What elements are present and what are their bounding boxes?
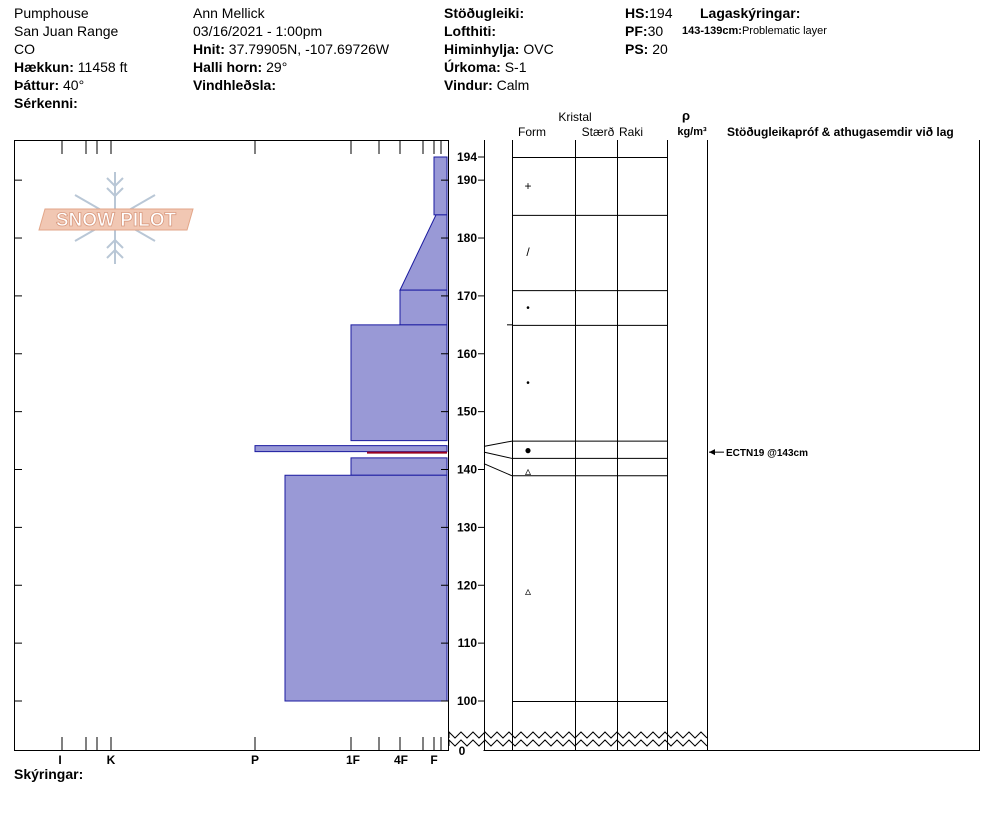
wind: Calm — [496, 77, 530, 93]
axis-break — [448, 738, 708, 747]
grain-form-symbol: ▵ — [525, 584, 531, 598]
sky-label: Himinhylja: — [444, 41, 520, 57]
grain-form-symbol: / — [526, 245, 530, 259]
stability-test-arrowhead — [709, 449, 715, 456]
aspect: 40° — [63, 77, 85, 93]
ps-label: PS: — [625, 41, 649, 57]
coords: 37.79905N, -107.69726W — [228, 41, 390, 57]
hardness-tick-label: K — [107, 753, 116, 767]
slope-label: Halli horn: — [193, 59, 263, 75]
grain-form-symbol: + — [524, 179, 531, 193]
precip: S-1 — [504, 59, 527, 75]
depth-connector — [483, 463, 513, 477]
layer-note-text: Problematic layer — [741, 25, 827, 37]
grain-table: + / • • ● ▵ ▵ ECTN19 @143cm — [483, 140, 980, 751]
depth-zero-label: 0 — [459, 744, 466, 758]
snowpilot-logo: SNOW PILOT — [38, 172, 194, 264]
observer: Ann Mellick — [193, 5, 265, 21]
stability-tests-header: Stöðugleikapróf & athugasemdir við lag — [727, 125, 954, 139]
hardness-layer — [399, 214, 448, 291]
elevation-label: Hækkun: — [14, 59, 74, 75]
slope: 29° — [266, 59, 288, 75]
hardness-layer — [254, 445, 448, 453]
hardness-layer — [433, 156, 448, 216]
hardness-tick-label: 4F — [394, 753, 408, 767]
depth-tick-label: 160 — [457, 347, 477, 361]
hardness-tick-label: P — [251, 753, 259, 767]
logo-text: SNOW PILOT — [56, 210, 177, 231]
grain-form-symbol: ▵ — [525, 464, 531, 478]
hardness-layer — [284, 474, 448, 702]
wind-label: Vindur: — [444, 77, 493, 93]
sky: OVC — [523, 41, 554, 57]
aspect-label: Þáttur: — [14, 77, 60, 93]
density-unit-header: kg/m³ — [677, 126, 707, 138]
comments-label: Skýringar: — [14, 766, 84, 782]
precip-label: Úrkoma: — [444, 59, 501, 75]
datetime: 03/16/2021 - 1:00pm — [193, 23, 323, 39]
depth-tick-label: 170 — [457, 289, 477, 303]
hardness-tick-label: F — [430, 753, 437, 767]
depth-connector — [483, 451, 513, 459]
location: Pumphouse — [14, 5, 89, 21]
moisture-header: Raki — [619, 125, 643, 139]
depth-tick-label: 194 — [457, 150, 477, 164]
depth-tick-label: 180 — [457, 231, 477, 245]
depth-tick-label: 110 — [458, 636, 478, 650]
depth-tick-label: 130 — [457, 520, 477, 534]
hardness-tick-label: I — [58, 753, 61, 767]
depth-axis: 100 110 120 130 140 150 160 170 180 190 194 0 — [448, 150, 708, 758]
features-label: Sérkenni: — [14, 95, 78, 111]
grain-form-symbol: ● — [524, 443, 531, 457]
stability-test-label: ECTN19 @143cm — [726, 448, 808, 459]
depth-tick-label: 190 — [457, 173, 477, 187]
pf: 30 — [647, 23, 664, 39]
axis-break — [448, 730, 708, 739]
stability-label: Stöðugleiki: — [444, 5, 525, 21]
state: CO — [14, 41, 35, 57]
depth-connector — [483, 440, 513, 447]
hs-label: HS: — [625, 5, 650, 21]
hardness-layer — [350, 324, 448, 442]
depth-tick-label: 120 — [457, 578, 477, 592]
density-symbol-header: ρ — [682, 108, 690, 123]
hardness-layers — [254, 156, 448, 702]
crystal-header: Kristal — [558, 110, 591, 124]
ps: 20 — [652, 41, 668, 57]
hardness-layer — [399, 289, 448, 326]
depth-tick-label: 100 — [457, 694, 477, 708]
grain-form-symbol: • — [526, 303, 530, 314]
form-header: Form — [518, 125, 546, 139]
coords-label: Hnit: — [193, 41, 225, 57]
hardness-plot-frame — [14, 140, 449, 751]
depth-tick-label: 150 — [457, 405, 477, 419]
hardness-tick-label: 1F — [346, 753, 360, 767]
air-temp-label: Lofthiti: — [444, 23, 497, 39]
size-header: Stærð — [582, 125, 615, 139]
pf-label: PF: — [625, 23, 648, 39]
range: San Juan Range — [14, 23, 119, 39]
elevation: 11458 ft — [77, 59, 128, 75]
layer-notes-label: Lagaskýringar: — [700, 5, 801, 21]
hs: 194 — [649, 5, 673, 21]
wind-loading-label: Vindhleðsla: — [193, 77, 276, 93]
hardness-layer — [350, 457, 448, 476]
hardness-axis: I K P 1F 4F F — [14, 140, 449, 767]
layer-note-range: 143-139cm: — [682, 25, 742, 37]
depth-tick-label: 140 — [457, 463, 477, 477]
grain-form-symbol: • — [526, 378, 530, 389]
